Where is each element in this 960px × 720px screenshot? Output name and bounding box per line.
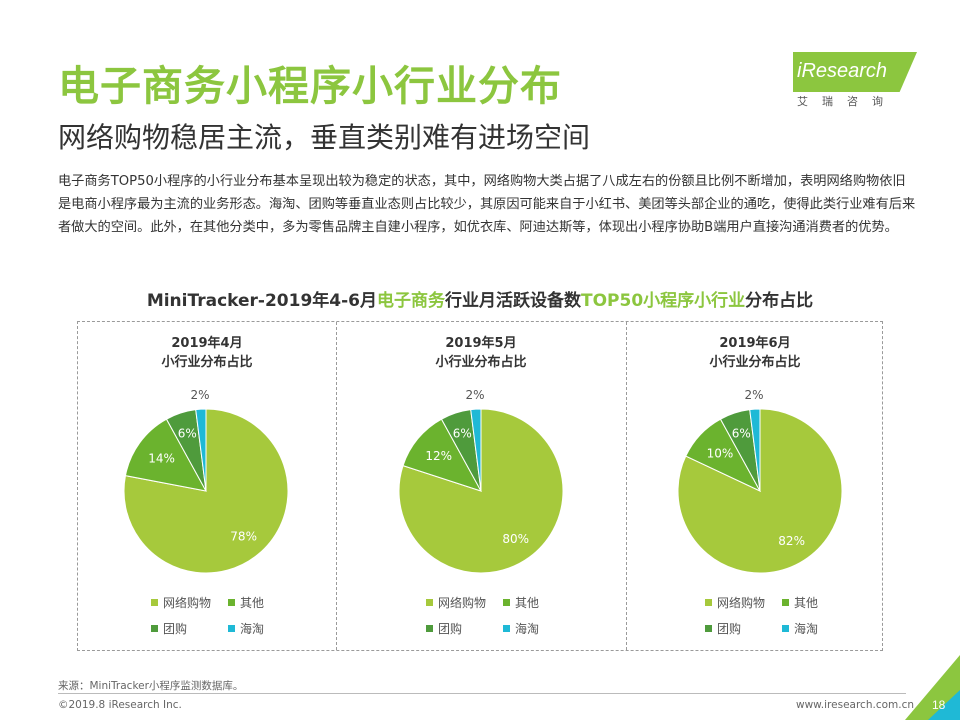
pie-panel-title-line2: 小行业分布占比 [161,355,253,370]
legend-swatch [503,625,510,632]
legend-label: 海淘 [794,622,819,636]
pie-panel-title: 2019年4月 小行业分布占比 [78,334,336,372]
chart-title-part3: 行业月活跃设备数 [445,291,581,311]
data-label-other: 12% [425,449,452,463]
pie-panel-may: 2019年5月 小行业分布占比 80% 12% 6% 2% 网络购物 其他团购 海淘 [336,322,626,650]
legend-label: 其他 [794,596,819,610]
page-subtitle: 网络购物稳居主流，垂直类别难有进场空间 [58,121,591,154]
legend-swatch [503,599,510,606]
pie-slice-online-shopping [123,408,289,574]
iresearch-logo: iResearch 艾瑞咨询 [793,52,917,110]
legend-swatch [705,599,712,606]
pie-panel-title-line1: 2019年4月 [171,336,243,351]
legend-item-group-buying: 团购 [426,620,462,637]
page-number: 18 [932,698,946,712]
data-label-other: 14% [148,452,175,466]
chart-title: MiniTracker-2019年4-6月电子商务行业月活跃设备数TOP50小程… [0,286,960,311]
data-label-online-shopping: 82% [778,534,805,548]
legend-item-cross-border: 海淘 [782,620,818,637]
pie-panel-title: 2019年6月 小行业分布占比 [626,334,884,372]
legend-item-cross-border: 海淘 [228,620,264,637]
chart-title-part1: MiniTracker-2019年4-6月 [146,291,377,311]
legend-item-other: 其他 [228,594,264,611]
copyright-text: ©2019.8 iResearch Inc. [58,699,182,711]
legend-label: 网络购物 [717,596,766,610]
pie-panel-title-line1: 2019年5月 [445,336,517,351]
legend-label: 网络购物 [163,596,212,610]
legend-item-other: 其他 [782,594,818,611]
data-label-cross-border: 2% [465,388,484,402]
legend-swatch [426,625,433,632]
data-label-cross-border: 2% [190,388,209,402]
legend-swatch [426,599,433,606]
legend-label: 海淘 [515,622,540,636]
logo-banner [793,52,917,92]
panel-divider [626,322,627,650]
pie-panel-title-line2: 小行业分布占比 [709,355,801,370]
legend-swatch [705,625,712,632]
legend-swatch [782,625,789,632]
legend-item-other: 其他 [503,594,539,611]
legend-label: 团购 [717,622,742,636]
legend-item-group-buying: 团购 [705,620,741,637]
chart-title-part5: 分布占比 [745,291,814,311]
data-label-group-buying: 6% [732,426,751,440]
pie-panel-title-line2: 小行业分布占比 [435,355,527,370]
pie-chart-may: 80% 12%6% 2% [398,388,564,574]
data-label-online-shopping: 78% [230,529,257,543]
description-paragraph: 电子商务TOP50小程序的小行业分布基本呈现出较为稳定的状态，其中，网络购物大类… [58,174,916,235]
legend-item-online-shopping: 网络购物 [705,594,765,611]
logo-subtext: 艾瑞咨询 [797,95,897,108]
data-label-other: 10% [707,446,734,460]
pie-panel-april: 2019年4月 小行业分布占比 78% 14% 6% 2% 网络购物 其他团购 海淘 [78,322,336,650]
pie-slice-other [402,418,483,492]
pie-slice-cross-border [470,408,482,492]
data-label-group-buying: 6% [453,426,472,440]
footer-divider [58,693,906,694]
pie-slice-cross-border [195,408,207,492]
legend-label: 团购 [438,622,463,636]
legend-swatch [151,625,158,632]
data-label-cross-border: 2% [744,388,763,402]
legend-item-cross-border: 海淘 [503,620,539,637]
corner-triangle-blue [928,690,960,720]
pie-slice-other [124,418,207,492]
pie-panel-june: 2019年6月 小行业分布占比 82% 10% 6% 2% 网络购物 其他团购 海淘 [626,322,884,650]
pie-chart-june: 82% 10% 6% 2% [677,388,843,574]
legend-item-online-shopping: 网络购物 [426,594,486,611]
legend-swatch [228,599,235,606]
pie-slice-cross-border [749,408,761,492]
legend-swatch [228,625,235,632]
chart-panels: 2019年4月 小行业分布占比 78% 14% 6% 2% 网络购物 其他 团购 海淘 20… [77,321,883,651]
source-note: 来源：MiniTracker小程序监测数据库。 [58,680,244,692]
legend-item-group-buying: 团购 [151,620,187,637]
legend-label: 其他 [515,596,540,610]
pie-chart-april: 78% 14%6% 2% [123,388,289,574]
legend-item-online-shopping: 网络购物 [151,594,211,611]
chart-title-part2: 电子商务 [377,291,445,311]
pie-panel-title-line1: 2019年6月 [719,336,791,351]
logo-text: iResearch [797,60,888,82]
legend-label: 网络购物 [438,596,487,610]
chart-title-part4: TOP50小程序小行业 [581,291,746,311]
legend-label: 其他 [240,596,265,610]
legend-label: 海淘 [240,622,265,636]
website-link[interactable]: www.iresearch.com.cn [796,699,915,711]
legend-swatch [782,599,789,606]
data-label-online-shopping: 80% [502,532,529,546]
pie-panel-title: 2019年5月 小行业分布占比 [336,334,626,372]
page-title: 电子商务小程序小行业分布 [58,62,562,110]
panel-divider [336,322,337,650]
data-label-group-buying: 6% [178,426,197,440]
legend-label: 团购 [163,622,188,636]
legend-swatch [151,599,158,606]
